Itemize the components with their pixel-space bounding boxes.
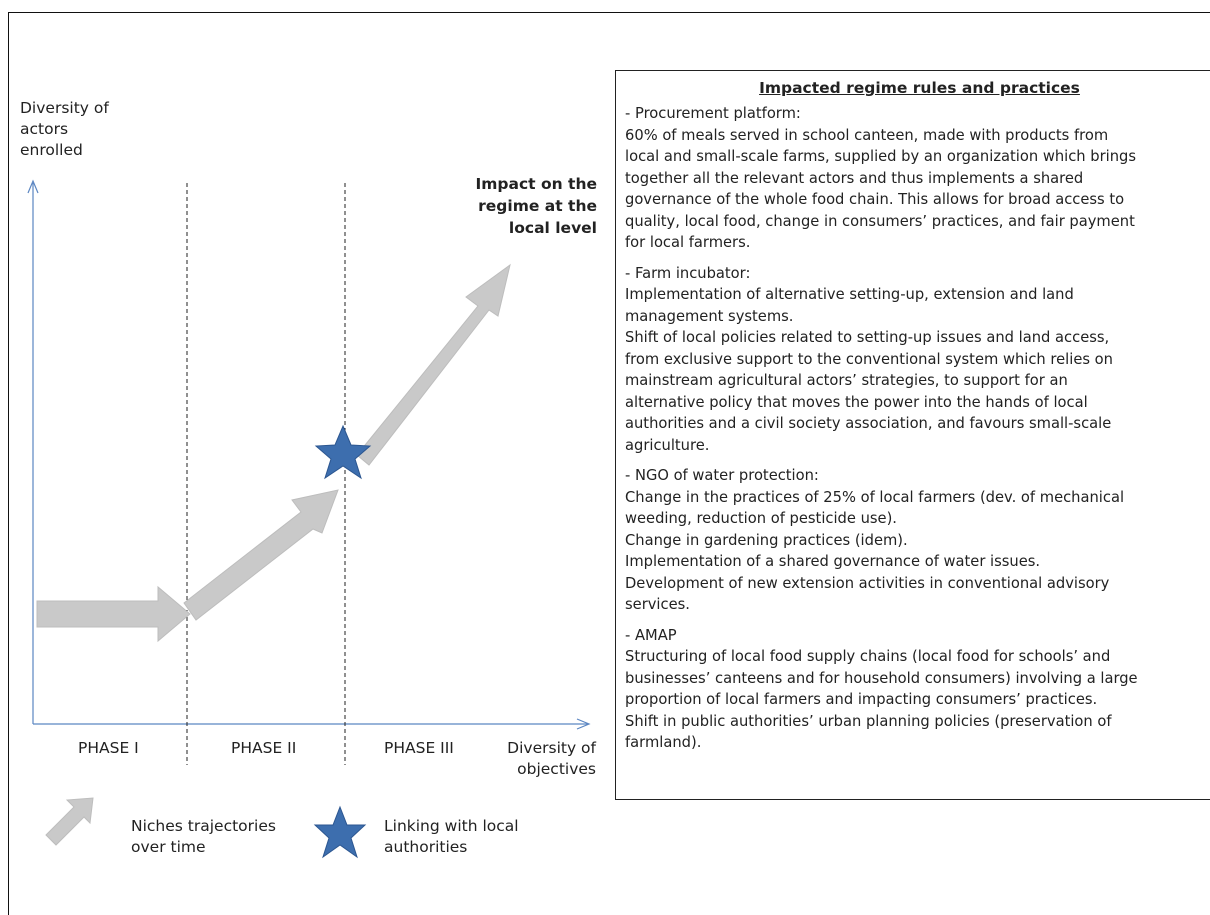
legend-star-icon [313,805,367,859]
impact-label: Impact on the regime at the local level [475,175,597,237]
figure-frame [8,12,1210,915]
section-line: management systems. [625,307,794,325]
section-line: authorities and a civil society associat… [625,415,1112,432]
x-axis-arrowhead [576,718,591,730]
phase-1-label: PHASE I [78,739,139,757]
section-line: Implementation of alternative setting-up… [625,286,1074,303]
section-amap: - AMAP Structuring of local food supply … [625,625,1210,754]
phase-3-label: PHASE III [384,739,454,757]
section-line: from exclusive support to the convention… [625,350,1113,368]
impacted-regime-panel: Impacted regime rules and practices - Pr… [615,70,1210,800]
authority-link-star [314,424,372,480]
section-line: services. [625,596,690,613]
legend-arrow-icon [45,797,94,846]
trajectory-arrow-1 [36,585,191,643]
section-farm-incubator: - Farm incubator: Implementation of alte… [625,263,1210,457]
section-line: Development of new extension activities … [625,574,1110,592]
trajectory-arrow-3 [356,263,511,466]
legend-arrow-label: Niches trajectories over time [131,817,276,856]
section-line: farmland). [625,734,702,751]
section-heading: - Procurement platform: [625,105,801,122]
section-line: governance of the whole food chain. This… [625,191,1125,208]
y-axis-label: Diversity of actors enrolled [20,99,109,159]
section-line: together all the relevant actors and thu… [625,169,1084,187]
section-line: quality, local food, change in consumers… [625,212,1135,230]
section-line: for local farmers. [625,234,751,251]
section-line: local and small-scale farms, supplied by… [625,148,1137,165]
section-line: proportion of local farmers and impactin… [625,691,1098,708]
section-line: weeding, reduction of pesticide use). [625,510,897,527]
section-line: Implementation of a shared governance of… [625,553,1041,570]
x-axis-label: Diversity of objectives [507,739,596,778]
section-heading: - AMAP [625,626,677,644]
section-line: Change in gardening practices (idem). [625,531,908,549]
panel-title: Impacted regime rules and practices [759,79,1080,97]
section-ngo-water-protection: - NGO of water protection: Change in the… [625,465,1210,616]
section-line: Change in the practices of 25% of local … [625,488,1125,506]
section-heading: - Farm incubator: [625,264,751,282]
section-line: Shift of local policies related to setti… [625,329,1110,346]
section-line: businesses’ canteens and for household c… [625,669,1138,687]
trajectory-arrow-2 [183,489,339,621]
section-procurement-platform: - Procurement platform: 60% of meals ser… [625,103,1210,254]
section-line: Shift in public authorities’ urban plann… [625,712,1112,730]
section-line: agriculture. [625,436,710,454]
section-line: alternative policy that moves the power … [625,393,1088,411]
phase-2-label: PHASE II [231,739,297,757]
legend-star-label: Linking with local authorities [384,817,519,856]
section-line: 60% of meals served in school canteen, m… [625,126,1109,144]
y-axis-arrowhead [27,179,39,194]
section-line: mainstream agricultural actors’ strategi… [625,372,1068,389]
section-line: Structuring of local food supply chains … [625,648,1111,665]
section-heading: - NGO of water protection: [625,467,819,484]
